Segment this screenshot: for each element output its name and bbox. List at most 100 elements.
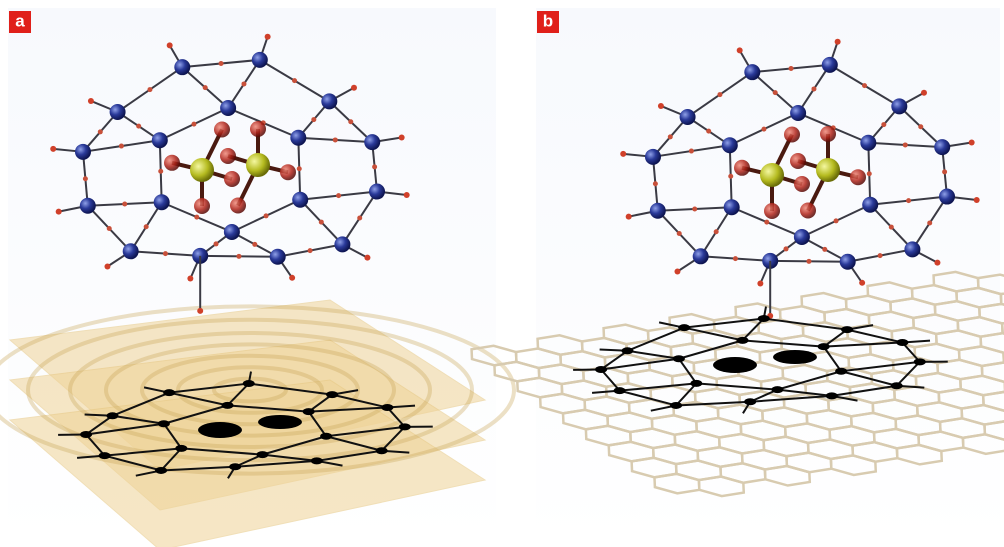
oxygen-atom (197, 308, 203, 314)
metal-atom (744, 64, 760, 80)
oxygen-atom (136, 124, 141, 129)
shadow-atom (222, 402, 234, 409)
oxygen-atom (164, 155, 180, 171)
metal-atom (693, 248, 709, 264)
oxygen-atom (119, 144, 124, 149)
oxygen-atom (706, 129, 711, 134)
oxygen-atom (653, 181, 658, 186)
shadow-atom (256, 451, 268, 458)
oxygen-atom (906, 198, 911, 203)
oxygen-atom (203, 85, 208, 90)
oxygen-atom (757, 281, 763, 287)
shadow-atom (158, 420, 170, 427)
oxygen-atom (88, 98, 94, 104)
metal-atom (152, 132, 168, 148)
oxygen-atom (144, 224, 149, 229)
shadow-atom (614, 387, 626, 394)
shadow-atom (891, 382, 903, 389)
metal-atom (75, 144, 91, 160)
oxygen-atom (265, 34, 271, 40)
oxygen-atom (297, 166, 302, 171)
oxygen-atom (194, 198, 210, 214)
oxygen-atom (806, 259, 811, 264)
oxygen-atom (820, 126, 836, 142)
shadow-atom (744, 398, 756, 405)
oxygen-atom (714, 229, 719, 234)
metal-atom (939, 189, 955, 205)
metal-atom (645, 149, 661, 165)
oxygen-atom (289, 275, 295, 281)
oxygen-atom (784, 246, 789, 251)
panel-label: b (543, 11, 553, 30)
metal-atom (292, 192, 308, 208)
metal-atom (290, 130, 306, 146)
oxygen-atom (878, 253, 883, 258)
sulfur-atom (760, 163, 784, 187)
oxygen-atom (677, 231, 682, 236)
sulfur-atom (816, 158, 840, 182)
oxygen-atom (811, 86, 816, 91)
metal-atom (722, 137, 738, 153)
oxygen-atom (794, 176, 810, 192)
shadow-atom (163, 389, 175, 396)
shadow-atom (311, 457, 323, 464)
oxygen-atom (974, 197, 980, 203)
shadow-atom (673, 355, 685, 362)
oxygen-atom (790, 153, 806, 169)
oxygen-atom (674, 268, 680, 274)
metal-atom (364, 134, 380, 150)
oxygen-atom (737, 47, 743, 53)
oxygen-atom (889, 225, 894, 230)
metal-atom (224, 224, 240, 240)
shadow-atom (198, 422, 242, 438)
shadow-atom (841, 326, 853, 333)
oxygen-atom (250, 121, 266, 137)
oxygen-atom (867, 171, 872, 176)
shadow-atom (99, 452, 111, 459)
shadow-atom (713, 357, 757, 373)
shadow-atom (303, 408, 315, 415)
shadow-atom (399, 423, 411, 430)
shadow-atom (670, 402, 682, 409)
oxygen-atom (230, 198, 246, 214)
metal-atom (724, 199, 740, 215)
oxygen-atom (969, 140, 975, 146)
oxygen-atom (292, 78, 297, 83)
metal-atom (904, 241, 920, 257)
oxygen-atom (158, 169, 163, 174)
metal-atom (321, 93, 337, 109)
oxygen-atom (241, 81, 246, 86)
oxygen-atom (918, 124, 923, 129)
oxygen-atom (927, 220, 932, 225)
oxygen-atom (191, 122, 196, 127)
oxygen-atom (194, 215, 199, 220)
oxygen-atom (311, 117, 316, 122)
oxygen-atom (934, 260, 940, 266)
oxygen-atom (800, 203, 816, 219)
metal-atom (369, 184, 385, 200)
shadow-atom (758, 315, 770, 322)
shadow-atom (80, 431, 92, 438)
oxygen-atom (220, 148, 236, 164)
oxygen-atom (835, 39, 841, 45)
shadow-atom (771, 386, 783, 393)
oxygen-atom (351, 85, 357, 91)
oxygen-atom (357, 215, 362, 220)
shadow-atom (678, 324, 690, 331)
shadow-atom (826, 392, 838, 399)
metal-atom (822, 57, 838, 73)
shadow-atom (914, 358, 926, 365)
sulfur-atom (190, 158, 214, 182)
oxygen-atom (187, 276, 193, 282)
shadow-atom (229, 463, 241, 470)
oxygen-atom (50, 146, 56, 152)
oxygen-atom (214, 122, 230, 138)
oxygen-atom (399, 135, 405, 141)
oxygen-atom (881, 122, 886, 127)
oxygen-atom (728, 174, 733, 179)
oxygen-atom (692, 206, 697, 211)
oxygen-atom (167, 42, 173, 48)
shadow-atom (381, 404, 393, 411)
oxygen-atom (921, 90, 927, 96)
oxygen-atom (689, 149, 694, 154)
